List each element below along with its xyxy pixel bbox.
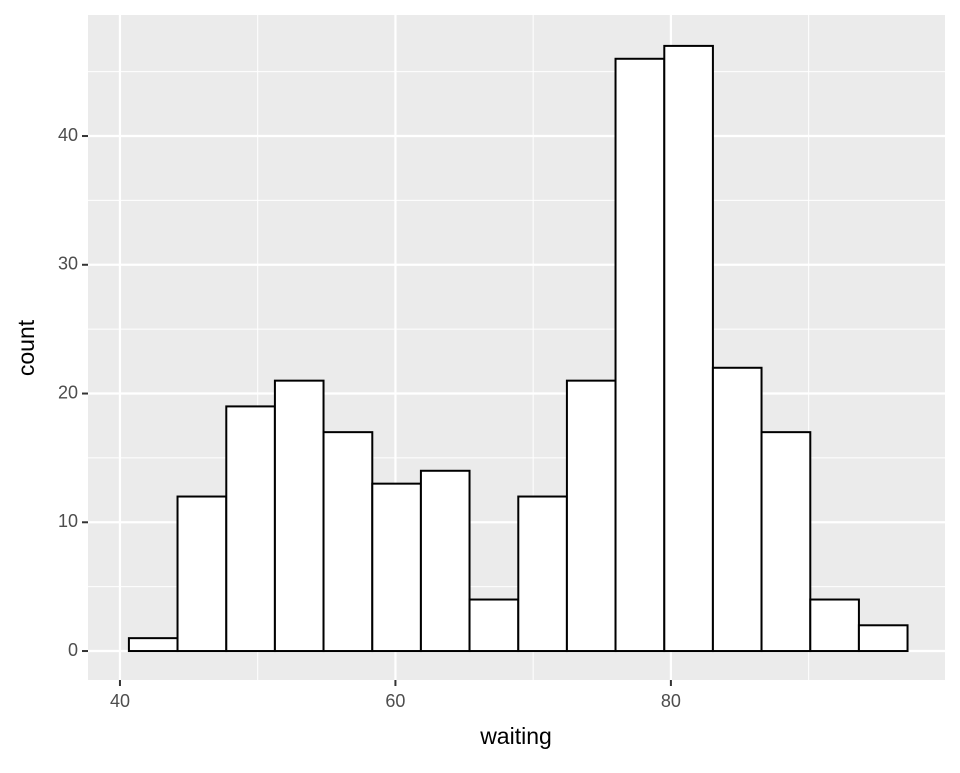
- bar: [371, 482, 422, 653]
- y-tick-label: 40: [58, 125, 78, 145]
- bar: [419, 469, 471, 653]
- y-tick-label: 0: [68, 640, 78, 660]
- x-axis-title: waiting: [479, 723, 552, 749]
- bar: [614, 57, 666, 653]
- y-tick-label: 20: [58, 382, 78, 402]
- x-tick-label: 80: [661, 691, 681, 711]
- bar: [663, 44, 714, 653]
- bar: [711, 366, 763, 653]
- bar: [809, 598, 860, 653]
- bar: [760, 431, 812, 653]
- bar: [857, 624, 909, 653]
- bar: [322, 431, 374, 653]
- x-tick-label: 40: [110, 691, 130, 711]
- bar: [273, 379, 325, 653]
- bar: [565, 379, 617, 653]
- bar: [225, 405, 276, 653]
- y-tick-label: 10: [58, 511, 78, 531]
- bar: [517, 495, 568, 653]
- y-axis-title: count: [13, 319, 39, 376]
- bar: [127, 637, 179, 653]
- x-tick-label: 60: [385, 691, 405, 711]
- y-tick-label: 30: [58, 254, 78, 274]
- bar: [468, 598, 520, 653]
- bar: [176, 495, 228, 653]
